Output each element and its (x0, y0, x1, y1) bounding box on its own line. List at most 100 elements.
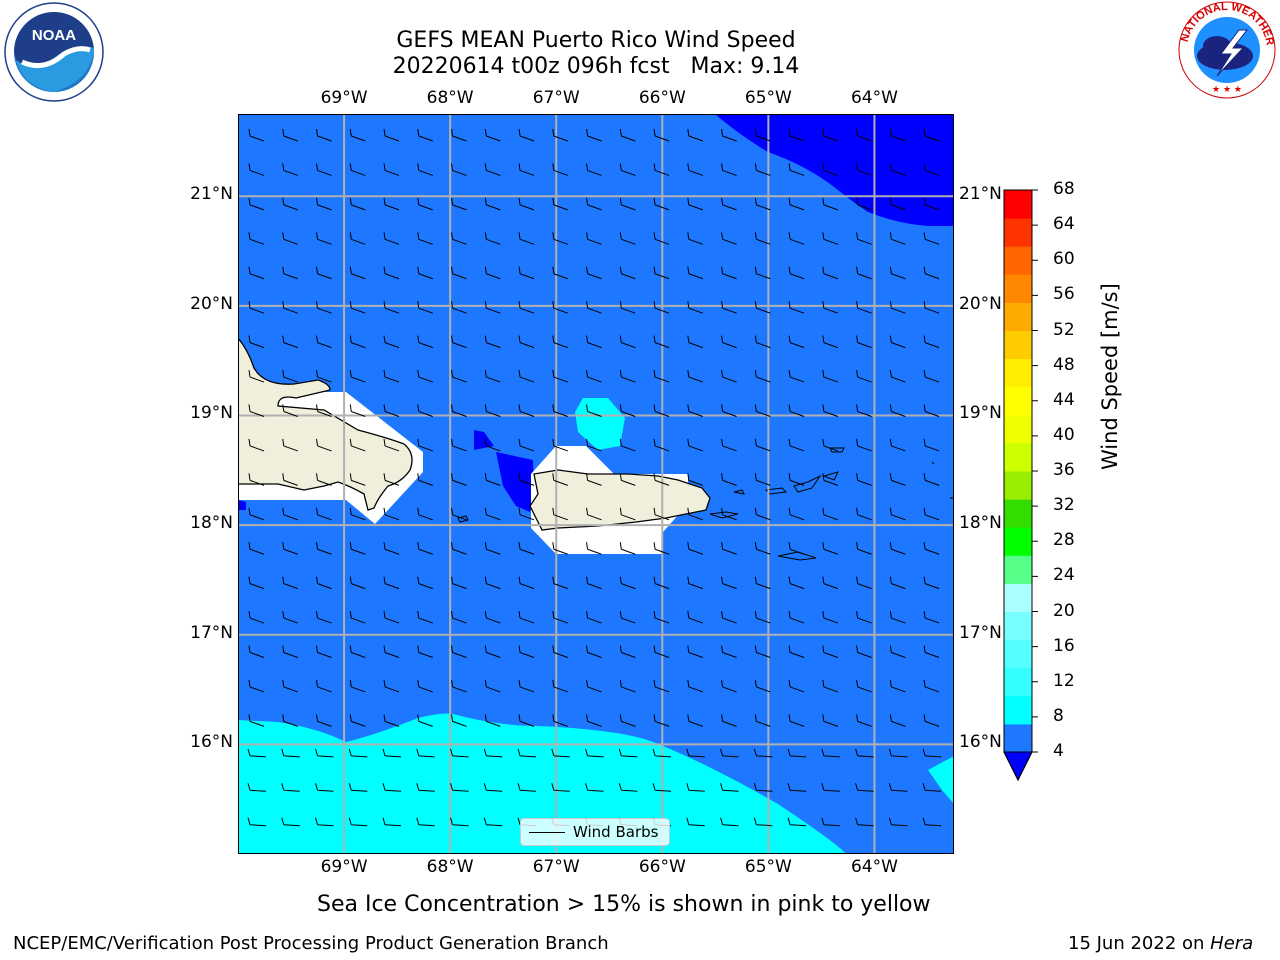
wind-barb-209 (923, 438, 940, 452)
wind-barb-326 (619, 645, 636, 658)
wind-barb-185 (822, 404, 839, 417)
lat-tick-left-1: 20°N (190, 293, 233, 314)
wind-barb-146 (923, 335, 940, 349)
wind-barb-224 (721, 473, 737, 486)
colorbar-cell-15 (1004, 302, 1032, 331)
colorbar-cell-11 (1004, 414, 1032, 444)
wind-barb-174 (451, 404, 467, 417)
wind-barb-97 (687, 266, 703, 280)
wind-barb-130 (383, 335, 400, 349)
wind-speed-8-12-band (238, 713, 846, 854)
wind-barb-6 (451, 128, 467, 142)
wind-barb-124 (889, 301, 906, 314)
wind-barb-117 (653, 301, 670, 314)
wind-barb-202 (687, 438, 703, 452)
wind-barb-58 (788, 197, 805, 211)
wind-barb-199 (586, 438, 602, 452)
wind-barb-355 (889, 679, 906, 693)
wind-barb-330 (754, 645, 771, 658)
wind-barb-132 (451, 335, 467, 349)
lon-tick-bottom-4: 65°W (744, 857, 792, 877)
wind-barb-28 (484, 163, 501, 176)
wind-barb-231 (248, 507, 265, 521)
wind-barb-52 (586, 197, 602, 211)
wind-barb-389 (618, 748, 638, 758)
colorbar-tick-16: 4 (1053, 741, 1064, 761)
lon-tick-bottom-1: 68°W (426, 857, 474, 877)
wind-barb-39 (856, 163, 872, 176)
wind-speed-under-4-patch-b (496, 452, 534, 512)
wind-barb-263 (619, 542, 636, 555)
wind-barb-51 (552, 197, 568, 211)
wind-barb-387 (551, 748, 570, 758)
wind-barb-347 (619, 679, 636, 693)
hispaniola-land (238, 336, 413, 511)
footer-credit: NCEP/EMC/Verification Post Processing Pr… (13, 933, 609, 954)
wind-barb-325 (586, 645, 602, 658)
colorbar-cell-3 (1004, 639, 1032, 669)
wind-barb-315 (248, 645, 265, 658)
wind-barb-160 (687, 369, 703, 383)
wind-barb-408 (551, 783, 570, 792)
nws-logo-icon: NATIONAL WEATHER SERVICE ★ ★ ★ (1177, 0, 1276, 99)
wind-barb-99 (754, 266, 771, 280)
wind-barb-96 (653, 266, 670, 280)
wind-barb-207 (856, 438, 872, 452)
wind-barb-238 (484, 507, 501, 521)
wind-barb-165 (856, 369, 872, 383)
lon-tick-bottom-0: 69°W (320, 857, 368, 877)
wind-barb-260 (518, 542, 535, 555)
lat-tick-left-4: 17°N (190, 622, 233, 643)
wind-barb-205 (788, 438, 805, 452)
wind-barb-218 (518, 473, 535, 486)
wind-barb-151 (383, 369, 400, 383)
wind-barb-32 (619, 163, 636, 176)
wind-barb-1 (282, 128, 298, 142)
colorbar-tick-14: 12 (1053, 670, 1075, 691)
lat-tick-left-0: 21°N (190, 184, 233, 205)
wind-barb-125 (923, 301, 940, 314)
wind-barb-161 (721, 369, 737, 383)
wind-barb-123 (856, 301, 872, 314)
wind-barb-128 (316, 335, 332, 349)
wind-barb-391 (686, 748, 705, 758)
wind-barb-331 (788, 645, 805, 658)
wind-barb-313 (889, 611, 906, 624)
lat-tick-right-4: 17°N (959, 622, 1002, 643)
wind-barb-157 (586, 369, 602, 383)
wind-barb-318 (349, 645, 366, 658)
colorbar-tick-1: 64 (1053, 214, 1075, 235)
wind-barb-122 (822, 301, 839, 314)
wind-barb-337 (282, 679, 298, 693)
wind-barb-292 (889, 576, 906, 590)
wind-barb-251 (923, 507, 940, 521)
puerto-rico-land (529, 469, 711, 531)
wind-barb-294 (248, 611, 265, 624)
wind-barb-346 (586, 679, 602, 693)
wind-barb-416 (821, 783, 840, 792)
wind-barb-237 (451, 507, 467, 521)
wind-barb-380 (315, 748, 334, 758)
wind-barb-324 (552, 645, 568, 658)
wind-barb-376 (889, 714, 906, 727)
wind-barb-254 (316, 542, 332, 555)
wind-barb-388 (585, 748, 604, 758)
wind-barb-82 (889, 232, 906, 245)
sea-ice-caption: Sea Ice Concentration > 15% is shown in … (317, 892, 931, 917)
wind-barb-350 (721, 679, 737, 693)
wind-barb-9 (552, 128, 568, 142)
wind-barb-189 (248, 438, 265, 452)
wind-barb-86 (316, 266, 332, 280)
wind-barb-320 (417, 645, 433, 658)
wind-barb-46 (383, 197, 400, 211)
wind-barb-126 (248, 335, 265, 349)
wind-barb-217 (484, 473, 501, 486)
wind-barb-legend-line (529, 832, 565, 833)
wind-barb-48 (451, 197, 467, 211)
wind-barb-338 (316, 679, 332, 693)
wind-barb-83 (923, 232, 940, 245)
wind-barb-114 (552, 301, 568, 314)
wind-barb-164 (822, 369, 839, 383)
wind-barb-223 (687, 473, 703, 486)
wind-barb-108 (349, 301, 366, 314)
